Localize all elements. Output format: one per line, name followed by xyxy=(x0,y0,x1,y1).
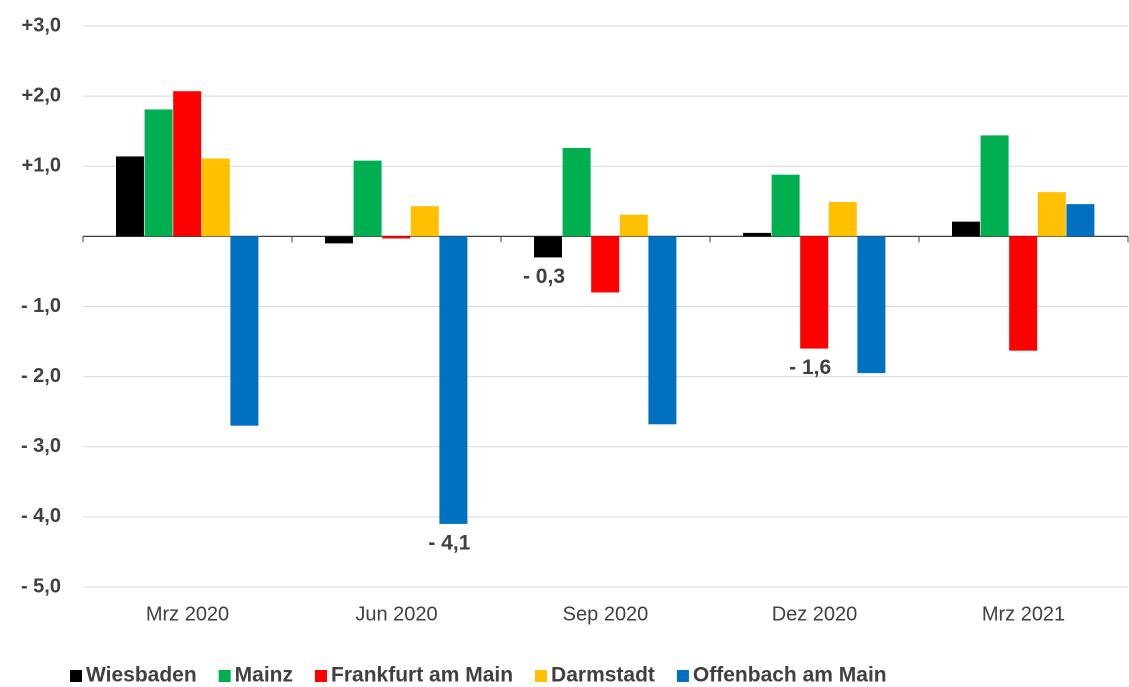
y-tick-label: +1,0 xyxy=(22,155,61,177)
bar xyxy=(952,221,980,237)
bar xyxy=(980,135,1009,237)
value-label: - 0,3 xyxy=(523,265,565,288)
bar xyxy=(173,91,202,237)
bar xyxy=(1009,236,1038,351)
y-tick-label: - 5,0 xyxy=(21,575,61,597)
y-tick-label: - 1,0 xyxy=(21,295,61,317)
bar xyxy=(828,202,857,237)
legend-label: Darmstadt xyxy=(551,664,655,687)
bar xyxy=(1066,204,1095,237)
bar xyxy=(230,236,259,426)
bar xyxy=(325,236,353,244)
bar xyxy=(800,236,829,349)
legend-label: Frankfurt am Main xyxy=(331,664,513,687)
x-tick-label: Mrz 2021 xyxy=(982,603,1065,625)
bar xyxy=(144,109,173,237)
bar xyxy=(591,236,620,293)
bar xyxy=(743,232,771,237)
y-tick-label: - 4,0 xyxy=(21,505,61,527)
bar xyxy=(619,214,648,237)
legend-swatch xyxy=(315,670,328,682)
legend-swatch xyxy=(535,670,548,682)
value-label: - 1,6 xyxy=(789,356,831,379)
value-label: - 4,1 xyxy=(428,531,470,554)
x-tick-label: Mrz 2020 xyxy=(146,603,229,625)
y-tick-label: +2,0 xyxy=(22,84,61,106)
bar xyxy=(116,156,144,237)
y-tick-label: +3,0 xyxy=(22,14,61,36)
legend-label: Wiesbaden xyxy=(86,664,197,687)
legend-label: Mainz xyxy=(235,664,293,687)
x-tick-label: Dez 2020 xyxy=(772,603,858,625)
legend-swatch xyxy=(70,670,82,682)
x-tick-label: Jun 2020 xyxy=(355,603,437,625)
y-tick-label: - 2,0 xyxy=(21,365,61,387)
bar xyxy=(201,158,230,237)
bar xyxy=(382,236,411,239)
bar xyxy=(439,236,468,524)
bar xyxy=(534,236,562,258)
legend-swatch xyxy=(218,670,231,682)
legend-swatch xyxy=(676,670,689,682)
bar xyxy=(410,206,439,237)
bar xyxy=(353,160,382,237)
bar xyxy=(648,236,677,425)
legend-label: Offenbach am Main xyxy=(693,664,887,687)
y-tick-label: - 3,0 xyxy=(21,435,61,457)
bar xyxy=(562,148,591,237)
x-tick-label: Sep 2020 xyxy=(563,603,649,625)
bar xyxy=(1037,192,1066,237)
bar xyxy=(857,236,886,374)
bar xyxy=(771,174,800,237)
